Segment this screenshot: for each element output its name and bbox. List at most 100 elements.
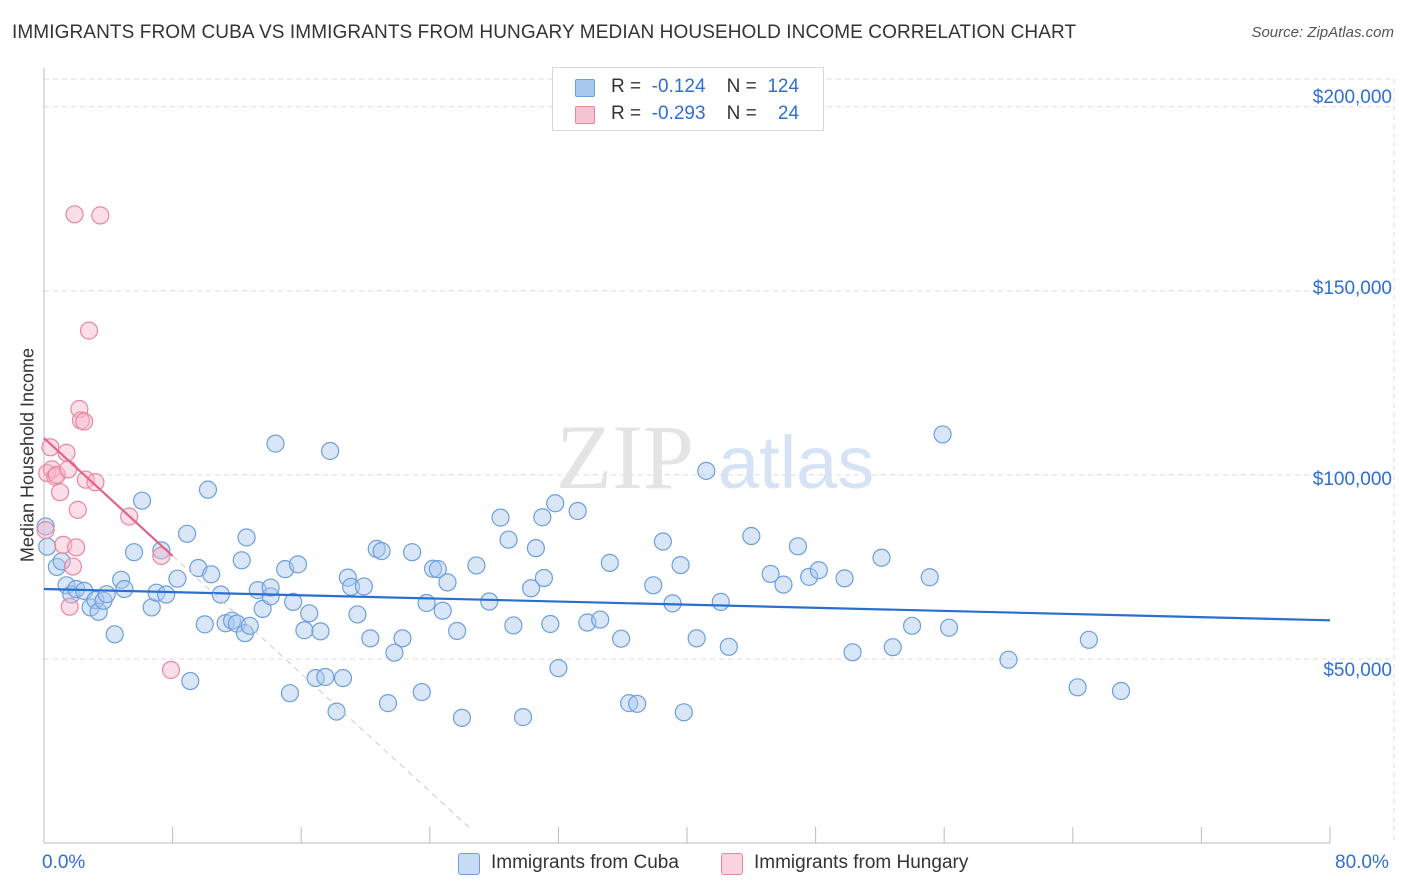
cuba-point xyxy=(341,577,361,596)
cuba-point xyxy=(902,616,922,635)
cuba-point xyxy=(800,567,819,586)
cuba-point xyxy=(333,668,353,688)
cuba-point xyxy=(168,569,187,588)
watermark: ZIP atlas xyxy=(556,406,874,508)
legend-swatch-hungary xyxy=(575,106,595,124)
cuba-point xyxy=(288,555,308,574)
cuba-trend-line xyxy=(43,587,1331,622)
cuba-point xyxy=(89,602,108,621)
bottom-legend-swatch-hungary xyxy=(721,853,743,875)
cuba-point xyxy=(534,568,554,588)
hungary-point xyxy=(161,660,181,680)
cuba-point xyxy=(97,585,116,604)
cuba-point xyxy=(872,548,891,567)
cuba-point xyxy=(38,537,57,556)
cuba-point xyxy=(611,629,631,648)
legend-text-hungary: R = -0.293 N = 24 xyxy=(611,103,800,124)
cuba-point xyxy=(491,508,510,527)
chart-title: IMMIGRANTS FROM CUBA VS IMMIGRANTS FROM … xyxy=(12,22,1077,43)
cuba-point xyxy=(428,560,447,579)
bottom-legend-label-hungary: Immigrants from Hungary xyxy=(754,852,969,873)
cuba-point xyxy=(674,703,693,722)
cuba-point xyxy=(232,551,251,570)
y-tick-label: $200,000 xyxy=(1312,87,1392,108)
hungary-point xyxy=(75,412,94,431)
cuba-point xyxy=(774,575,793,594)
cuba-point xyxy=(920,568,939,587)
cuba-point xyxy=(438,573,457,592)
source-label: Source: ZipAtlas.com xyxy=(1251,24,1394,41)
y-axis-label: Median Household Income xyxy=(17,347,38,563)
hungary-point xyxy=(36,521,55,540)
cuba-point xyxy=(546,494,565,513)
cuba-point xyxy=(549,659,568,678)
cuba-point xyxy=(526,539,545,558)
cuba-point xyxy=(195,615,214,634)
hungary-point xyxy=(63,557,83,576)
cuba-point xyxy=(132,491,152,510)
cuba-point xyxy=(533,508,552,527)
cuba-point xyxy=(1068,678,1087,697)
hungary-point xyxy=(47,465,66,485)
cuba-point xyxy=(198,480,218,499)
cuba-point xyxy=(933,425,952,444)
cuba-point xyxy=(761,564,780,584)
cuba-point xyxy=(513,708,533,727)
grid-layer xyxy=(44,78,1395,843)
watermark-zip: ZIP xyxy=(556,406,694,508)
cuba-point xyxy=(142,598,161,617)
cuba-point xyxy=(181,671,200,691)
cuba-point xyxy=(1079,630,1098,649)
hungary-trend-extension xyxy=(172,555,471,829)
cuba-point xyxy=(417,593,436,613)
legend-text-cuba: R = -0.124 N = 124 xyxy=(611,76,800,97)
cuba-point xyxy=(568,501,587,521)
cuba-point xyxy=(124,543,144,562)
cuba-point xyxy=(105,625,124,644)
cuba-point xyxy=(378,694,398,713)
hungary-point xyxy=(59,460,78,479)
hungary-point xyxy=(79,321,99,340)
cuba-point xyxy=(883,638,902,657)
cuba-point xyxy=(372,542,391,561)
cuba-point xyxy=(321,441,340,461)
cuba-point xyxy=(295,621,314,640)
cuba-point xyxy=(687,629,706,648)
cuba-point xyxy=(628,694,647,713)
hungary-point xyxy=(152,546,171,565)
cuba-point xyxy=(653,532,672,551)
cuba-point xyxy=(671,555,690,575)
hungary-point xyxy=(41,438,60,457)
cuba-point xyxy=(939,618,959,637)
legend-swatch-cuba xyxy=(575,79,595,97)
cuba-point xyxy=(393,629,412,648)
cuba-point xyxy=(412,682,431,702)
cuba-point xyxy=(306,668,325,688)
y-tick-label: $50,000 xyxy=(1323,660,1392,681)
series-hungary-points xyxy=(36,205,181,680)
cuba-point xyxy=(237,528,256,547)
cuba-point xyxy=(835,569,854,588)
cuba-point xyxy=(354,577,373,596)
bottom-legend-swatch-cuba xyxy=(458,853,480,875)
cuba-point xyxy=(47,557,66,577)
cuba-point xyxy=(711,592,730,611)
y-tick-label: $150,000 xyxy=(1312,278,1392,299)
cuba-point xyxy=(452,708,472,727)
cuba-point xyxy=(644,576,663,595)
bottom-legend-label-cuba: Immigrants from Cuba xyxy=(491,852,679,873)
cuba-point xyxy=(433,601,452,620)
cuba-point xyxy=(316,667,335,687)
x-tick-label-min: 0.0% xyxy=(42,852,86,873)
cuba-point xyxy=(809,561,828,580)
cuba-point xyxy=(385,643,404,662)
hungary-point xyxy=(65,205,84,224)
cuba-point xyxy=(719,637,738,656)
cuba-point xyxy=(448,621,467,641)
cuba-point xyxy=(499,530,518,549)
cuba-point xyxy=(591,610,610,629)
cuba-point xyxy=(152,541,171,560)
cuba-point xyxy=(467,556,486,575)
cuba-point xyxy=(222,611,242,630)
